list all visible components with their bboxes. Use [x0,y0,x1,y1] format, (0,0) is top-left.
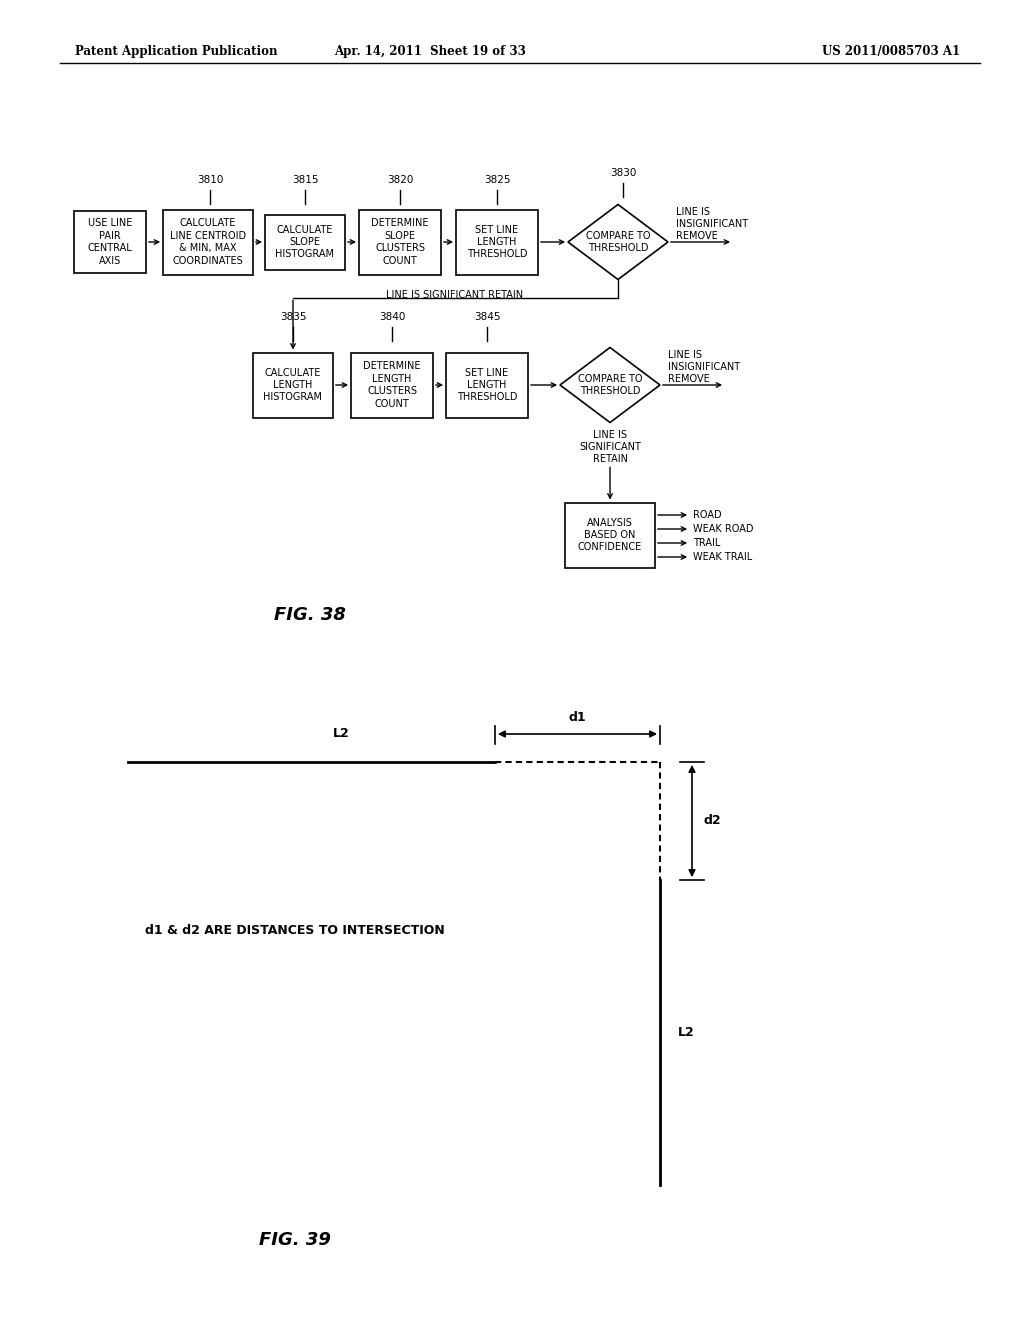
Text: SET LINE
LENGTH
THRESHOLD: SET LINE LENGTH THRESHOLD [467,224,527,260]
Text: LINE IS
SIGNIFICANT
RETAIN: LINE IS SIGNIFICANT RETAIN [579,430,641,463]
Text: d1 & d2 ARE DISTANCES TO INTERSECTION: d1 & d2 ARE DISTANCES TO INTERSECTION [145,924,444,936]
Text: LINE IS
INSIGNIFICANT
REMOVE: LINE IS INSIGNIFICANT REMOVE [676,207,749,240]
Text: 3835: 3835 [280,312,306,322]
FancyBboxPatch shape [456,210,538,275]
Text: SET LINE
LENGTH
THRESHOLD: SET LINE LENGTH THRESHOLD [457,367,517,403]
FancyBboxPatch shape [253,352,333,417]
Text: d1: d1 [568,711,587,723]
Text: 3825: 3825 [483,176,510,185]
Text: CALCULATE
LENGTH
HISTOGRAM: CALCULATE LENGTH HISTOGRAM [263,367,323,403]
Text: 3840: 3840 [379,312,406,322]
Text: COMPARE TO
THRESHOLD: COMPARE TO THRESHOLD [578,374,642,396]
FancyBboxPatch shape [351,352,433,417]
Text: 3830: 3830 [610,168,636,178]
Text: LINE IS
INSIGNIFICANT
REMOVE: LINE IS INSIGNIFICANT REMOVE [668,350,740,384]
Text: L2: L2 [678,1026,694,1039]
Text: DETERMINE
LENGTH
CLUSTERS
COUNT: DETERMINE LENGTH CLUSTERS COUNT [364,362,421,409]
FancyBboxPatch shape [265,214,345,269]
Text: 3820: 3820 [387,176,414,185]
FancyBboxPatch shape [74,211,146,273]
FancyBboxPatch shape [163,210,253,275]
Text: USE LINE
PAIR
CENTRAL
AXIS: USE LINE PAIR CENTRAL AXIS [88,218,132,265]
Text: CALCULATE
SLOPE
HISTOGRAM: CALCULATE SLOPE HISTOGRAM [275,224,335,260]
Text: LINE IS SIGNIFICANT RETAIN: LINE IS SIGNIFICANT RETAIN [386,289,523,300]
Text: WEAK ROAD: WEAK ROAD [693,524,754,535]
Polygon shape [560,347,660,422]
FancyBboxPatch shape [446,352,528,417]
Text: WEAK TRAIL: WEAK TRAIL [693,552,753,562]
Text: 3815: 3815 [292,176,318,185]
Text: CALCULATE
LINE CENTROID
& MIN, MAX
COORDINATES: CALCULATE LINE CENTROID & MIN, MAX COORD… [170,218,246,265]
FancyBboxPatch shape [359,210,441,275]
Text: TRAIL: TRAIL [693,539,720,548]
Polygon shape [568,205,668,280]
Text: ANALYSIS
BASED ON
CONFIDENCE: ANALYSIS BASED ON CONFIDENCE [578,517,642,552]
Text: 3845: 3845 [474,312,501,322]
Text: COMPARE TO
THRESHOLD: COMPARE TO THRESHOLD [586,231,650,253]
Text: L2: L2 [333,727,350,741]
Text: d2: d2 [705,814,722,828]
Text: FIG. 39: FIG. 39 [259,1232,331,1249]
Text: FIG. 38: FIG. 38 [274,606,346,624]
Text: Apr. 14, 2011  Sheet 19 of 33: Apr. 14, 2011 Sheet 19 of 33 [334,45,526,58]
Text: US 2011/0085703 A1: US 2011/0085703 A1 [822,45,961,58]
FancyBboxPatch shape [565,503,655,568]
Text: 3810: 3810 [197,176,223,185]
Text: DETERMINE
SLOPE
CLUSTERS
COUNT: DETERMINE SLOPE CLUSTERS COUNT [372,218,429,265]
Text: Patent Application Publication: Patent Application Publication [75,45,278,58]
Text: ROAD: ROAD [693,510,722,520]
